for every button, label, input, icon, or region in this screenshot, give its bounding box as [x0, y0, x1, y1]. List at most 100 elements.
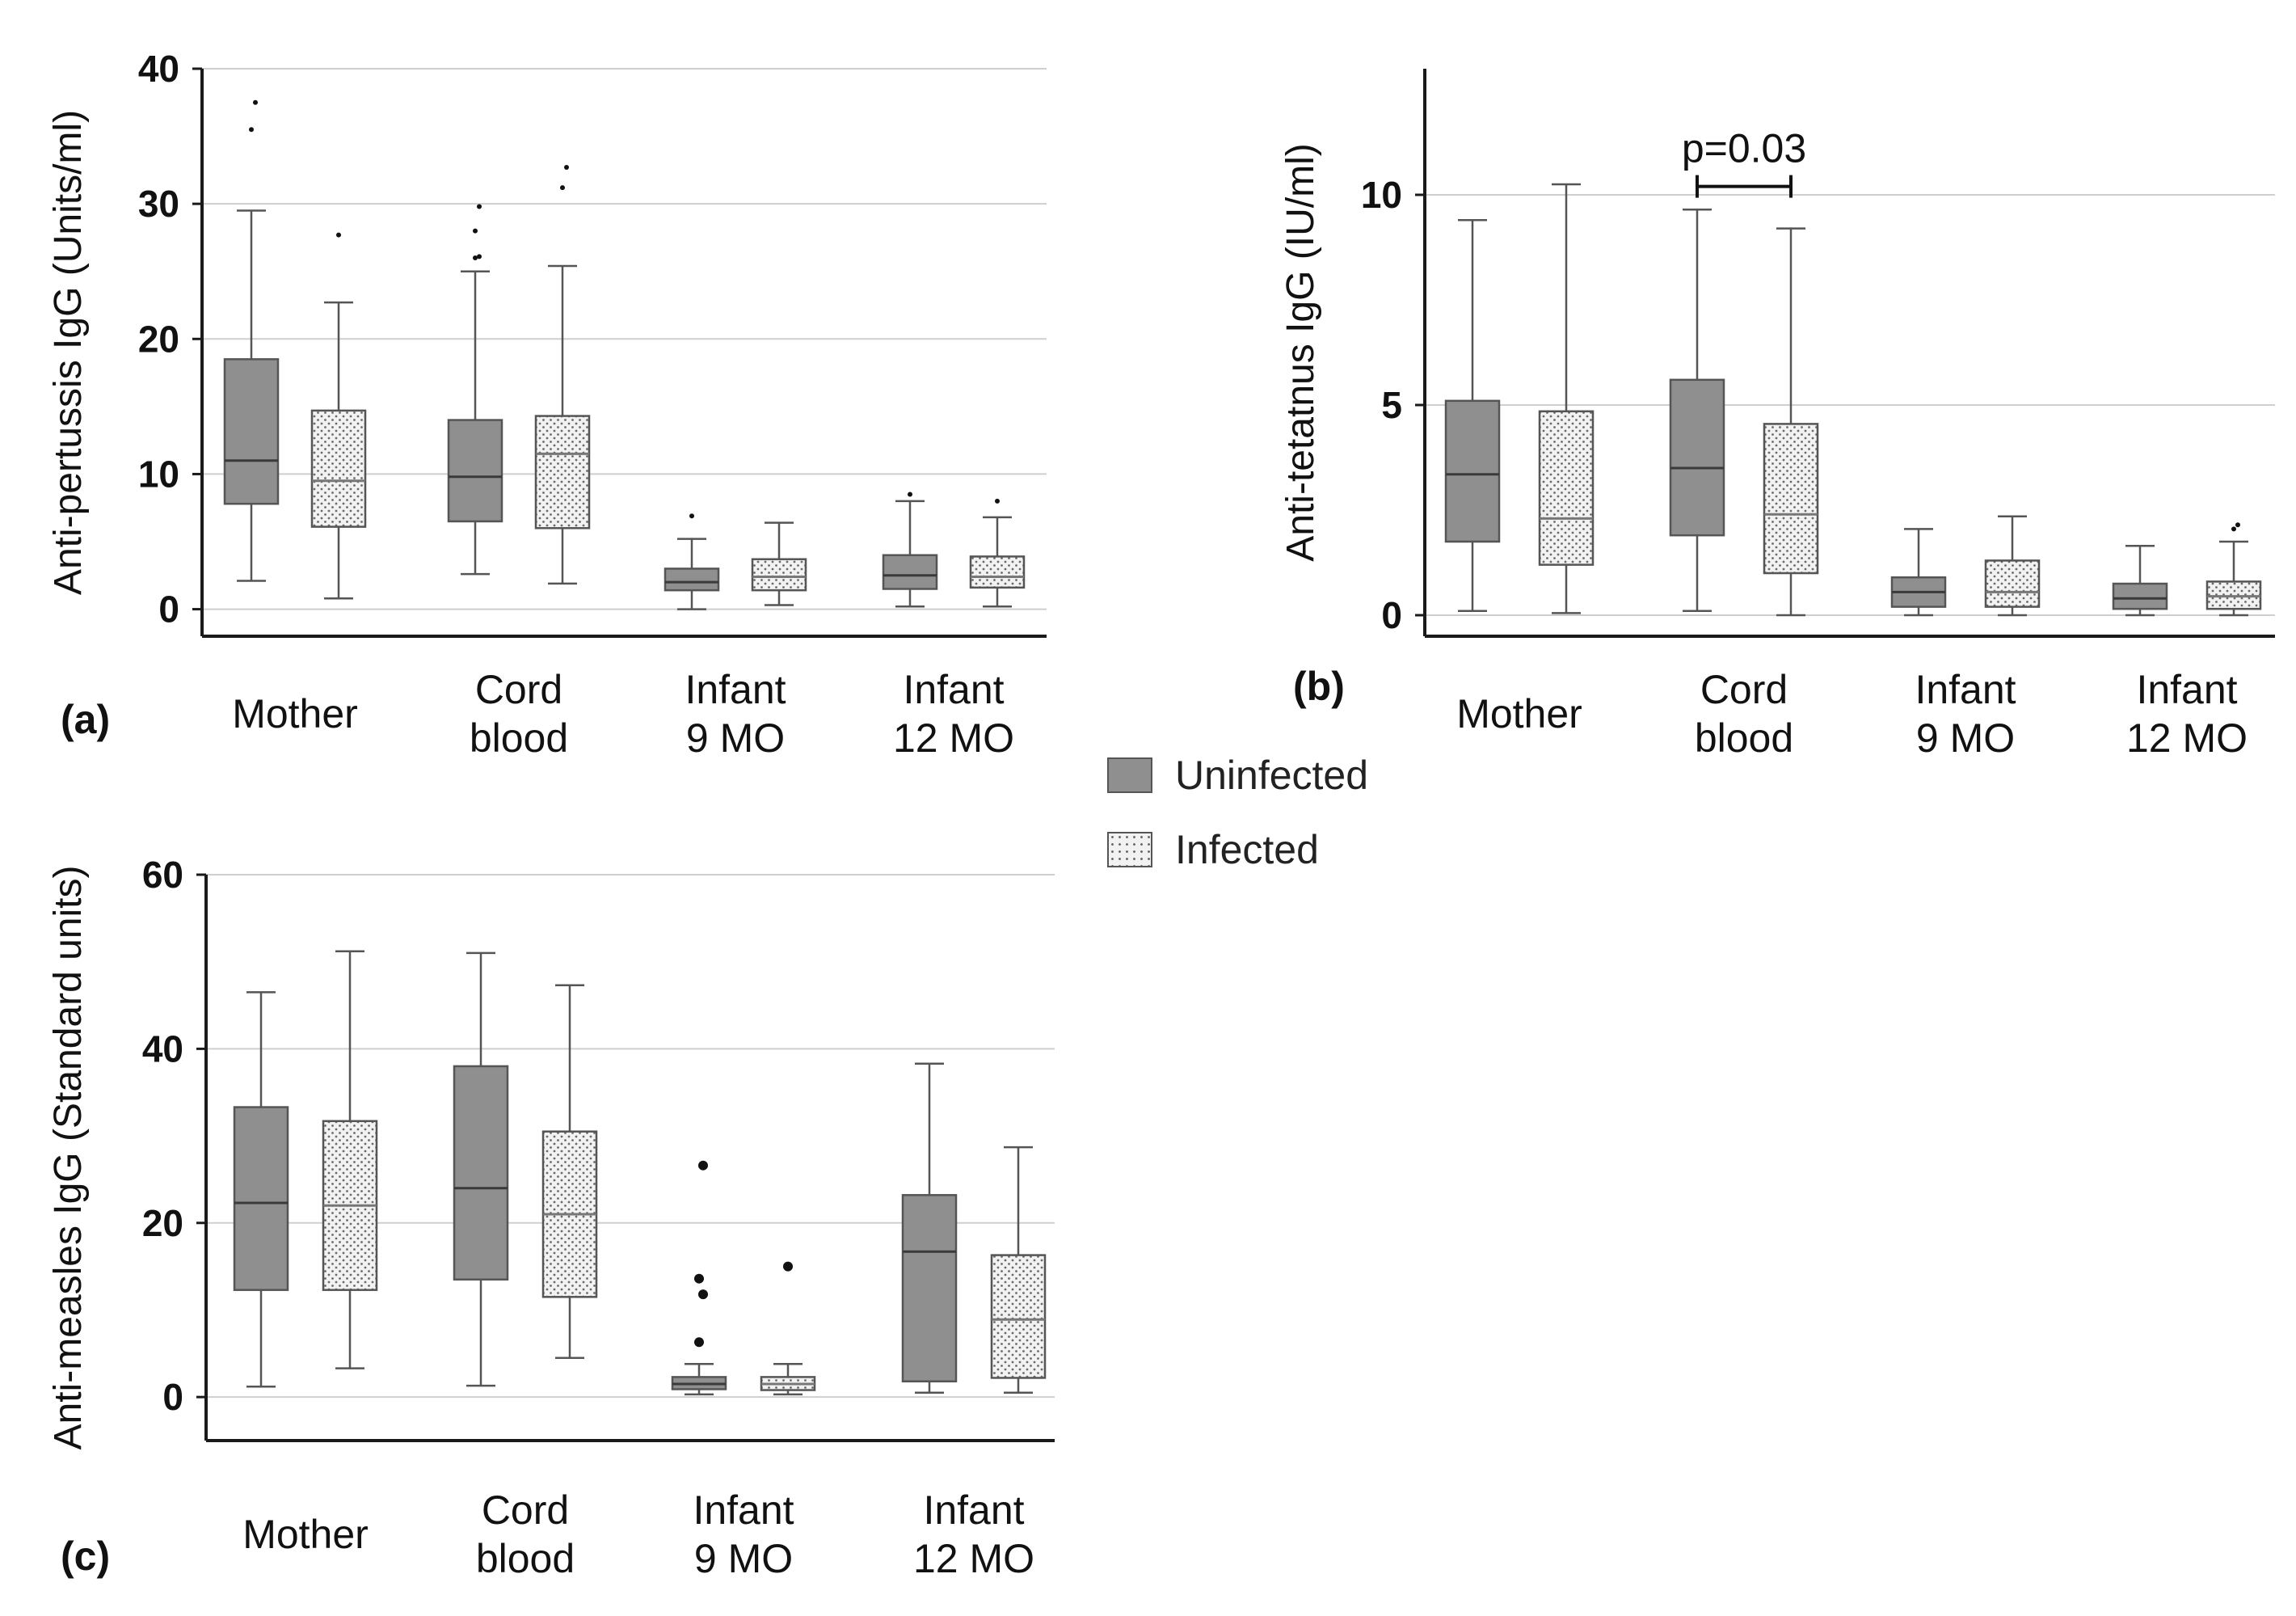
category-label: Cord blood	[1695, 667, 1793, 761]
category-label-line: Cord	[482, 1487, 569, 1533]
outlier-point	[473, 255, 478, 260]
box-uninfected	[2112, 544, 2168, 617]
panel-label: (a)	[61, 697, 110, 742]
outlier-point	[698, 1160, 708, 1171]
iqr-box	[534, 415, 591, 530]
y-tick-label: 5	[1381, 384, 1402, 426]
legend-swatch-uninfected	[1107, 757, 1152, 793]
box-infected	[1984, 515, 2041, 617]
iqr-box	[882, 554, 938, 590]
category-label-line: Infant	[903, 667, 1004, 712]
category-label-line: Mother	[232, 691, 358, 736]
category-label-line: 12 MO	[913, 1536, 1034, 1581]
y-tick-label: 20	[142, 1202, 183, 1244]
box-infected	[2205, 522, 2262, 617]
iqr-box	[447, 419, 503, 523]
category-label-line: Infant	[2136, 667, 2237, 712]
box-uninfected	[223, 99, 280, 582]
panel-label: (c)	[61, 1534, 110, 1579]
legend-swatch-infected	[1107, 832, 1152, 867]
category-label-line: Mother	[1456, 691, 1582, 736]
outlier-point	[694, 1337, 704, 1348]
iqr-box	[223, 358, 280, 505]
outlier-point	[698, 1289, 708, 1300]
iqr-box	[453, 1065, 509, 1281]
category-label-line: 12 MO	[893, 715, 1014, 761]
outlier-point	[908, 492, 912, 497]
box-uninfected	[882, 492, 938, 608]
significance-label: p=0.03	[1682, 126, 1806, 171]
category-label-line: 12 MO	[2126, 715, 2248, 761]
panel-label: (b)	[1293, 664, 1345, 709]
iqr-box	[310, 409, 367, 528]
box-infected	[541, 984, 598, 1359]
y-tick-label: 0	[158, 589, 179, 631]
box-uninfected	[453, 951, 509, 1387]
y-tick-label: 20	[138, 318, 179, 360]
iqr-box	[664, 567, 720, 592]
iqr-box	[233, 1106, 289, 1291]
category-label: Infant 12 MO	[913, 1487, 1034, 1581]
category-label-line: 9 MO	[686, 715, 785, 761]
box-infected	[534, 165, 591, 585]
outlier-point	[564, 165, 569, 171]
panel-b-tetanus: 0 5 10 Anti-tetatnus IgG (IU/ml) (b) Mother Co…	[1279, 69, 2275, 761]
outlier-point	[249, 127, 254, 133]
y-axis-label: Anti-pertussis IgG (Units/ml)	[47, 110, 90, 595]
box-infected	[1763, 227, 1819, 617]
category-label: Infant 9 MO	[1915, 667, 2016, 761]
box-infected	[310, 232, 367, 600]
panel-c-measles: 0 20 40 60 Anti-measles IgG (Standard units)…	[47, 854, 1055, 1581]
category-label-line: blood	[1695, 715, 1793, 761]
y-tick-label: 0	[162, 1376, 183, 1418]
category-label-line: Mother	[242, 1512, 369, 1557]
y-axis-label: Anti-tetatnus IgG (IU/ml)	[1279, 143, 1322, 561]
category-label: Mother	[1456, 691, 1582, 736]
category-label-line: 9 MO	[694, 1536, 793, 1581]
legend-label-uninfected: Uninfected	[1175, 753, 1369, 798]
box-infected	[990, 1146, 1047, 1394]
y-tick-label: 40	[138, 48, 179, 90]
category-label: Mother	[242, 1512, 369, 1557]
iqr-box	[1984, 559, 2041, 608]
box-infected	[969, 498, 1026, 608]
y-tick-label: 10	[138, 453, 179, 495]
y-tick-label: 30	[138, 183, 179, 225]
iqr-box	[990, 1254, 1047, 1379]
y-tick-label: 40	[142, 1027, 183, 1070]
outlier-point	[560, 185, 565, 191]
category-label-line: Infant	[923, 1487, 1024, 1533]
category-label-line: Infant	[1915, 667, 2016, 712]
y-axis-label: Anti-measles IgG (Standard units)	[47, 866, 90, 1450]
legend-item-infected: Infected	[1107, 826, 1319, 873]
box-uninfected	[664, 513, 720, 610]
category-label-line: 9 MO	[1916, 715, 2015, 761]
box-uninfected	[447, 204, 503, 576]
category-label-line: Cord	[475, 667, 562, 712]
y-tick-label: 60	[142, 854, 183, 896]
outlier-point	[783, 1261, 793, 1272]
legend-label-infected: Infected	[1175, 827, 1319, 872]
iqr-box	[969, 555, 1026, 589]
legend-item-uninfected: Uninfected	[1107, 752, 1368, 799]
y-tick-label: 10	[1361, 174, 1402, 216]
outlier-point	[477, 204, 482, 209]
outlier-point	[2235, 522, 2240, 528]
box-uninfected	[671, 1160, 727, 1396]
outlier-point	[2231, 526, 2236, 532]
category-label: Infant 9 MO	[693, 1487, 794, 1581]
box-infected	[751, 521, 807, 606]
panel-a-pertussis: 0 10 20 30 40 Anti-pertussis IgG (Units/ml) (a…	[47, 48, 1047, 761]
category-label: Infant 12 MO	[2126, 667, 2248, 761]
box-uninfected	[1669, 208, 1725, 613]
y-tick-label: 0	[1381, 594, 1402, 636]
iqr-box	[1763, 423, 1819, 575]
box-infected	[322, 950, 378, 1369]
iqr-box	[751, 558, 807, 592]
category-label-line: Cord	[1700, 667, 1788, 712]
category-label-line: Infant	[693, 1487, 794, 1533]
outlier-point	[336, 232, 341, 238]
iqr-box	[1669, 378, 1725, 537]
outlier-point	[477, 254, 482, 259]
